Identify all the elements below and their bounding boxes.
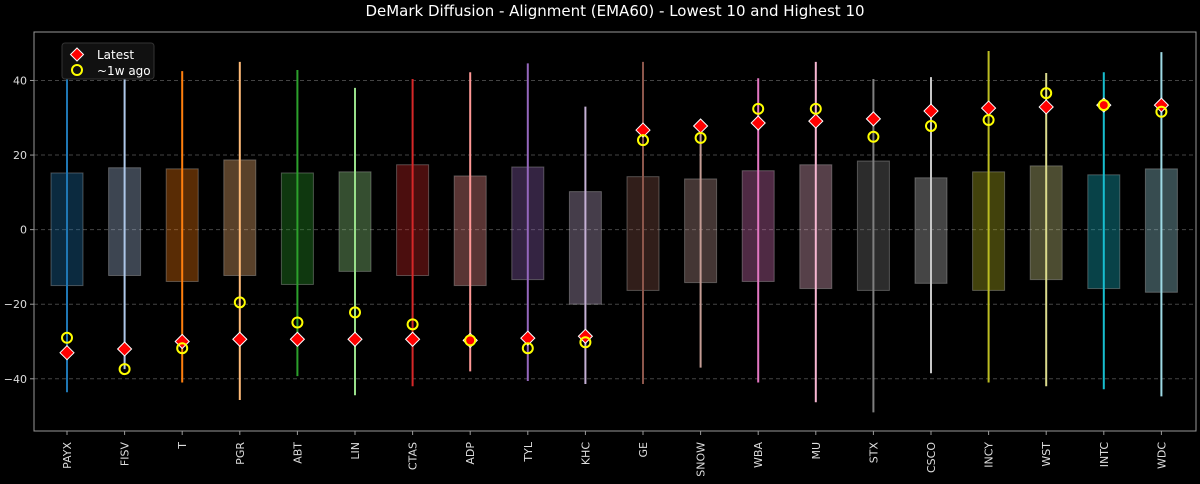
- legend-diamond-icon: [69, 47, 85, 62]
- x-tick-label: PGR: [234, 442, 247, 465]
- series-fisv: [108, 76, 142, 376]
- week-ago-marker: [925, 119, 937, 132]
- week-ago-marker: [349, 306, 361, 319]
- series-t: [165, 71, 199, 383]
- series-pgr: [223, 61, 257, 401]
- latest-marker: [635, 122, 651, 138]
- series-mu: [799, 61, 833, 403]
- x-tick-label: SNOW: [695, 442, 708, 477]
- week-ago-marker: [233, 296, 246, 309]
- latest-marker: [520, 330, 536, 346]
- x-tick-label: WST: [1040, 442, 1053, 467]
- legend: Latest ~1w ago: [61, 42, 155, 80]
- y-tick-label: −40: [4, 373, 27, 386]
- chart-title: DeMark Diffusion - Alignment (EMA60) - L…: [365, 2, 864, 20]
- week-ago-marker: [291, 316, 304, 329]
- series-wst: [1029, 73, 1063, 387]
- x-tick-label: TYL: [522, 441, 535, 462]
- series-khc: [568, 106, 602, 385]
- x-tick-label: FISV: [119, 442, 132, 467]
- week-ago-marker: [982, 114, 995, 127]
- x-tick-label: WDC: [1155, 442, 1168, 469]
- x-tick-label: GE: [637, 442, 650, 458]
- week-ago-marker: [1097, 99, 1110, 112]
- week-ago-marker: [867, 130, 880, 143]
- x-tick-label: T: [176, 442, 189, 450]
- legend-label-latest: Latest: [97, 48, 134, 62]
- latest-marker: [808, 113, 824, 129]
- y-tick-label: 40: [13, 74, 27, 87]
- x-tick-label: ABT: [291, 442, 304, 464]
- legend-label-week-ago: ~1w ago: [97, 64, 151, 78]
- series-abt: [280, 70, 314, 377]
- plot-frame: [33, 31, 1197, 432]
- latest-marker: [750, 115, 766, 131]
- week-ago-marker: [809, 102, 822, 115]
- series-csco: [914, 77, 948, 374]
- latest-marker: [289, 331, 306, 347]
- week-ago-marker: [1040, 87, 1053, 100]
- week-ago-marker: [579, 336, 592, 349]
- x-tick-label: CSCO: [925, 442, 938, 473]
- latest-marker: [174, 333, 190, 350]
- x-tick-label: INCY: [983, 442, 996, 468]
- x-tick-label: MU: [810, 442, 823, 460]
- week-ago-marker: [61, 331, 73, 344]
- x-tick-label: CTAS: [407, 442, 420, 470]
- latest-marker: [116, 341, 133, 357]
- week-ago-marker: [637, 134, 649, 147]
- x-tick-label: KHC: [579, 442, 592, 465]
- latest-marker: [59, 344, 75, 361]
- week-ago-marker: [752, 102, 765, 115]
- latest-marker: [923, 103, 939, 119]
- series-incy: [972, 51, 1006, 383]
- week-ago-marker: [176, 342, 189, 355]
- latest-marker: [1153, 97, 1170, 113]
- series-stx: [856, 78, 890, 413]
- week-ago-marker: [464, 334, 477, 347]
- latest-marker: [865, 111, 882, 127]
- x-tick-label: WBA: [752, 442, 765, 468]
- series-ctas: [396, 78, 430, 387]
- legend-circle-icon: [71, 64, 83, 76]
- week-ago-marker: [694, 131, 707, 144]
- latest-marker: [1038, 99, 1054, 115]
- latest-marker: [404, 331, 421, 347]
- y-tick-label: −20: [4, 298, 27, 311]
- series-snow: [684, 118, 718, 368]
- x-tick-label: STX: [867, 442, 880, 464]
- series-wba: [741, 78, 775, 383]
- y-tick-label: 20: [13, 149, 27, 162]
- x-tick-label: ADP: [464, 442, 477, 465]
- week-ago-marker: [1155, 105, 1168, 118]
- series-adp: [453, 72, 487, 372]
- week-ago-marker: [406, 318, 419, 331]
- week-ago-marker: [118, 363, 131, 376]
- series-wdc: [1144, 52, 1178, 397]
- series-lin: [338, 87, 372, 396]
- series-intc: [1087, 72, 1121, 390]
- x-tick-label: LIN: [349, 442, 362, 460]
- week-ago-marker: [521, 342, 534, 355]
- series-payx: [50, 63, 84, 393]
- x-tick-label: INTC: [1098, 442, 1111, 468]
- series-tyl: [511, 63, 545, 382]
- x-tick-label: PAYX: [61, 442, 74, 469]
- latest-marker: [347, 331, 363, 347]
- y-tick-label: 0: [20, 224, 27, 237]
- series-ge: [626, 61, 660, 385]
- latest-marker: [232, 331, 248, 347]
